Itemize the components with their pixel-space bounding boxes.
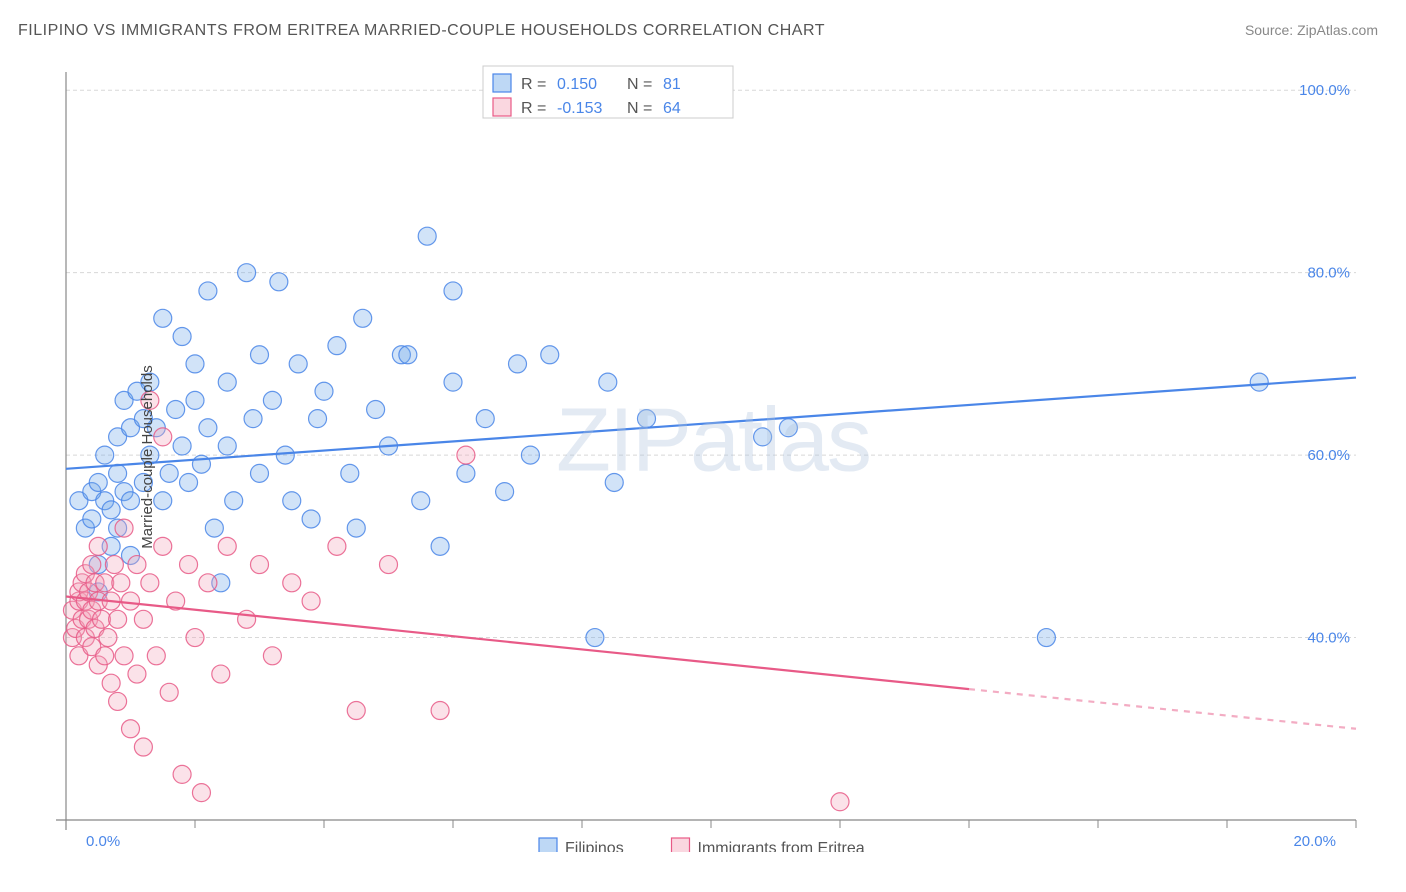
svg-text:0.150: 0.150 [557, 76, 597, 93]
svg-text:40.0%: 40.0% [1307, 630, 1350, 647]
svg-text:Filipinos: Filipinos [565, 840, 624, 852]
scatter-chart: 40.0% 60.0% 80.0% 100.0% 0.0% 20.0% R = 0.150 N… [48, 62, 1378, 852]
svg-text:80.0%: 80.0% [1307, 265, 1350, 282]
svg-text:R =: R = [521, 76, 546, 93]
source-label: Source: [1245, 22, 1293, 38]
chart-container: Married-couple Households ZIPatlas 40.0%… [48, 62, 1378, 852]
source-attribution: Source: ZipAtlas.com [1245, 22, 1378, 38]
svg-text:R =: R = [521, 100, 546, 117]
svg-text:0.0%: 0.0% [86, 833, 120, 850]
svg-text:81: 81 [663, 76, 681, 93]
chart-title: FILIPINO VS IMMIGRANTS FROM ERITREA MARR… [18, 22, 825, 40]
svg-text:100.0%: 100.0% [1299, 82, 1350, 99]
svg-text:N =: N = [627, 76, 652, 93]
svg-text:60.0%: 60.0% [1307, 447, 1350, 464]
svg-text:Immigrants from Eritrea: Immigrants from Eritrea [698, 840, 865, 852]
svg-text:64: 64 [663, 100, 681, 117]
svg-text:20.0%: 20.0% [1293, 833, 1336, 850]
y-axis-label: Married-couple Households [139, 365, 156, 548]
svg-text:-0.153: -0.153 [557, 100, 602, 117]
source-link[interactable]: ZipAtlas.com [1297, 22, 1378, 38]
svg-text:N =: N = [627, 100, 652, 117]
